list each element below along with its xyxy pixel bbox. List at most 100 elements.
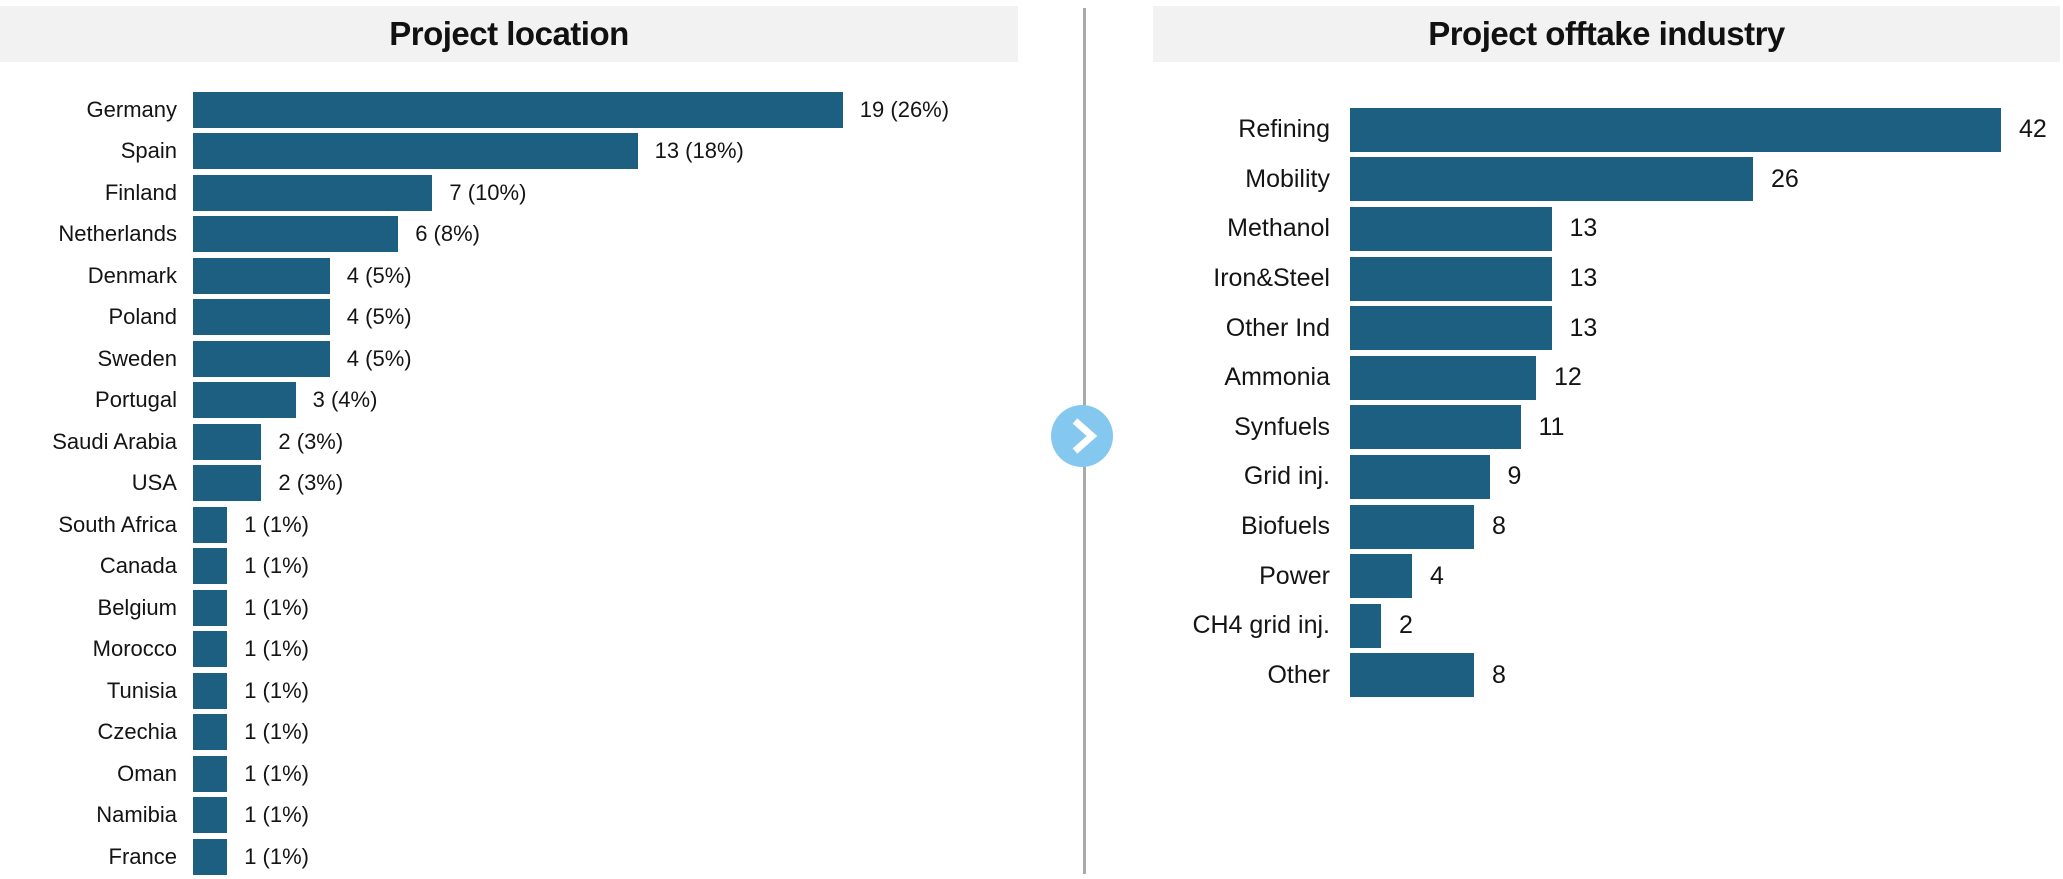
bar [193, 91, 843, 128]
bar [1350, 355, 1536, 400]
bar-row: Other Ind 13 [1088, 303, 2063, 353]
bar-row: South Africa 1 (1%) [0, 504, 1080, 546]
value-label: 1 (1%) [244, 760, 309, 786]
category-label: France [108, 843, 177, 869]
bar-row: Synfuels 11 [1088, 403, 2063, 453]
category-label: Oman [117, 760, 177, 786]
bar [1350, 157, 1753, 202]
value-label: 26 [1771, 164, 1799, 193]
bar-row: Ammonia 12 [1088, 353, 2063, 403]
category-label: Ammonia [1224, 363, 1330, 392]
bar-row: Oman 1 (1%) [0, 753, 1080, 795]
bar [193, 133, 638, 170]
category-label: Germany [86, 96, 177, 122]
bar-row: Portugal 3 (4%) [0, 380, 1080, 422]
bar-row: CH4 grid inj. 2 [1088, 601, 2063, 651]
bar [193, 382, 296, 419]
bar-row: Methanol 13 [1088, 204, 2063, 254]
category-label: Synfuels [1234, 412, 1330, 441]
value-label: 2 (3%) [278, 470, 344, 496]
value-label: 2 [1399, 611, 1413, 640]
bar [1350, 504, 1474, 549]
bar [1350, 554, 1412, 599]
bar-row: France 1 (1%) [0, 836, 1080, 878]
value-label: 6 (8%) [415, 221, 480, 247]
value-label: 13 (18%) [654, 138, 744, 164]
bar-row: Denmark 4 (5%) [0, 255, 1080, 297]
bar-row: Netherlands 6 (8%) [0, 214, 1080, 256]
value-label: 1 (1%) [244, 636, 309, 662]
category-label: Sweden [97, 345, 177, 371]
value-label: 1 (1%) [244, 594, 309, 620]
category-label: Biofuels [1241, 512, 1330, 541]
value-label: 1 (1%) [244, 553, 309, 579]
bar-row: USA 2 (3%) [0, 463, 1080, 505]
category-label: Methanol [1227, 214, 1330, 243]
bar-row: Iron&Steel 13 [1088, 254, 2063, 304]
value-label: 12 [1554, 363, 1582, 392]
value-label: 4 (5%) [346, 262, 412, 288]
category-label: Finland [104, 179, 177, 205]
bar-row: Other 8 [1088, 651, 2063, 701]
bar [193, 257, 330, 294]
category-label: Belgium [97, 594, 177, 620]
value-label: 3 (4%) [312, 387, 378, 413]
bar-row: Power 4 [1088, 551, 2063, 601]
value-label: 42 [2019, 115, 2047, 144]
bar [1350, 603, 1381, 648]
category-label: Power [1259, 561, 1330, 590]
bar-row: Germany 19 (26%) [0, 89, 1080, 131]
bar [193, 838, 228, 875]
category-label: Mobility [1245, 164, 1330, 193]
category-label: Czechia [97, 719, 177, 745]
category-label: CH4 grid inj. [1192, 611, 1330, 640]
bar [193, 174, 433, 211]
bar-row: Biofuels 8 [1088, 502, 2063, 552]
value-label: 19 (26%) [859, 96, 950, 122]
value-label: 4 [1430, 561, 1444, 590]
bar [193, 672, 228, 709]
bar [193, 216, 399, 253]
category-label: Other Ind [1225, 313, 1330, 342]
next-button[interactable] [1051, 405, 1113, 467]
value-label: 1 (1%) [244, 719, 309, 745]
category-label: Morocco [92, 636, 177, 662]
bar-row: Finland 7 (10%) [0, 172, 1080, 214]
bar [193, 340, 330, 377]
bar [1350, 256, 1552, 301]
category-label: Denmark [87, 262, 177, 288]
bar [193, 548, 228, 585]
left-chart-title: Project location [389, 15, 629, 52]
bar-row: Tunisia 1 (1%) [0, 670, 1080, 712]
category-label: Other [1267, 660, 1330, 689]
category-label: USA [131, 470, 177, 496]
value-label: 8 [1492, 660, 1506, 689]
bar [193, 714, 228, 751]
bar [1350, 206, 1552, 251]
bar-row: Saudi Arabia 2 (3%) [0, 421, 1080, 463]
project-location-chart: Germany 19 (26%) Spain 13 (18%) Finland 7 (10… [0, 89, 1080, 878]
bar [193, 465, 262, 502]
category-label: Portugal [95, 387, 177, 413]
value-label: 4 (5%) [346, 304, 412, 330]
value-label: 13 [1569, 214, 1598, 243]
bar-row: Grid inj. 9 [1088, 452, 2063, 502]
value-label: 4 (5%) [346, 345, 412, 371]
right-chart-title: Project offtake industry [1428, 15, 1785, 52]
category-label: Tunisia [106, 677, 177, 703]
right-chart-title-banner: Project offtake industry [1153, 6, 2060, 62]
category-label: Canada [99, 553, 177, 579]
bar [1350, 405, 1521, 450]
left-chart-title-banner: Project location [0, 6, 1018, 62]
category-label: Grid inj. [1243, 462, 1330, 491]
bar [1350, 107, 2001, 152]
bar-row: Refining 42 [1088, 105, 2063, 155]
category-label: Refining [1238, 115, 1330, 144]
value-label: 13 [1569, 313, 1598, 342]
category-label: Saudi Arabia [52, 428, 177, 454]
bar-row: Czechia 1 (1%) [0, 712, 1080, 754]
bar [193, 755, 228, 792]
value-label: 1 (1%) [244, 802, 309, 828]
bar-row: Spain 13 (18%) [0, 131, 1080, 173]
value-label: 1 (1%) [244, 511, 309, 537]
